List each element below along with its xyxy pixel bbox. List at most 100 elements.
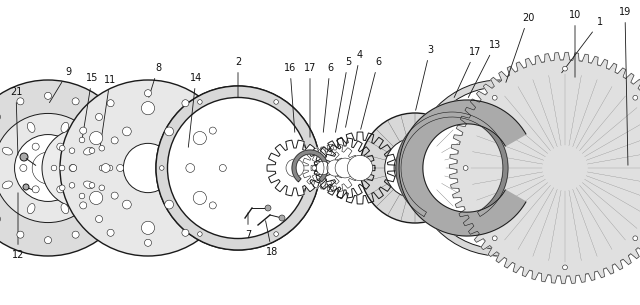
Circle shape	[60, 165, 65, 171]
Circle shape	[32, 143, 39, 150]
Circle shape	[60, 80, 236, 256]
Circle shape	[69, 182, 75, 188]
Circle shape	[70, 164, 77, 171]
Circle shape	[492, 236, 497, 241]
Circle shape	[111, 137, 118, 144]
Circle shape	[99, 165, 105, 171]
Circle shape	[57, 143, 64, 150]
Circle shape	[170, 150, 206, 186]
Circle shape	[209, 202, 216, 209]
Circle shape	[227, 156, 250, 179]
Circle shape	[220, 164, 227, 171]
Circle shape	[202, 132, 274, 204]
Circle shape	[360, 113, 470, 223]
Polygon shape	[292, 150, 328, 182]
Circle shape	[124, 143, 173, 193]
Text: 6: 6	[323, 63, 333, 132]
Text: 9: 9	[49, 67, 71, 102]
Circle shape	[164, 200, 173, 209]
Circle shape	[79, 137, 85, 143]
Circle shape	[20, 164, 27, 171]
Circle shape	[141, 221, 155, 235]
Circle shape	[457, 60, 640, 276]
Circle shape	[80, 202, 87, 209]
Text: 4: 4	[346, 50, 363, 127]
Text: 15: 15	[83, 73, 98, 137]
Circle shape	[107, 100, 114, 107]
Circle shape	[394, 147, 436, 189]
Circle shape	[182, 100, 189, 107]
Circle shape	[419, 87, 581, 249]
Text: 16: 16	[284, 63, 296, 132]
Circle shape	[72, 98, 79, 105]
Circle shape	[15, 135, 81, 201]
Circle shape	[60, 185, 65, 191]
Circle shape	[620, 160, 636, 176]
Circle shape	[95, 216, 102, 223]
Circle shape	[198, 100, 202, 104]
Circle shape	[145, 239, 152, 246]
Polygon shape	[315, 138, 375, 198]
Circle shape	[274, 100, 278, 104]
Circle shape	[215, 145, 261, 191]
Polygon shape	[302, 147, 344, 189]
Text: 10: 10	[569, 10, 581, 77]
Ellipse shape	[61, 204, 68, 214]
Circle shape	[189, 119, 287, 217]
Circle shape	[274, 232, 278, 236]
Circle shape	[20, 153, 28, 161]
Circle shape	[145, 90, 152, 97]
Circle shape	[563, 66, 568, 71]
Circle shape	[209, 127, 216, 134]
Circle shape	[72, 231, 79, 238]
Ellipse shape	[28, 122, 35, 132]
Circle shape	[316, 161, 330, 175]
Circle shape	[625, 165, 631, 171]
Circle shape	[108, 165, 113, 171]
Polygon shape	[396, 112, 508, 217]
Text: 12: 12	[12, 193, 24, 260]
Circle shape	[633, 95, 637, 100]
Circle shape	[265, 205, 271, 211]
Circle shape	[42, 128, 122, 208]
Circle shape	[23, 184, 29, 190]
Circle shape	[101, 163, 110, 172]
Circle shape	[122, 200, 131, 209]
Text: 3: 3	[415, 45, 433, 110]
Circle shape	[32, 186, 39, 193]
Circle shape	[524, 127, 606, 209]
Text: 6: 6	[361, 57, 381, 129]
Circle shape	[186, 163, 195, 172]
Circle shape	[141, 102, 155, 115]
Circle shape	[45, 237, 52, 244]
Circle shape	[90, 191, 103, 205]
Ellipse shape	[28, 204, 35, 214]
Circle shape	[166, 96, 310, 240]
Circle shape	[412, 80, 588, 256]
Circle shape	[463, 166, 468, 170]
Circle shape	[17, 98, 24, 105]
Circle shape	[17, 231, 24, 238]
Circle shape	[0, 113, 102, 223]
Circle shape	[168, 98, 308, 239]
Circle shape	[68, 154, 96, 182]
Text: 13: 13	[468, 40, 501, 98]
Circle shape	[116, 164, 124, 171]
Circle shape	[0, 80, 136, 256]
Text: 11: 11	[100, 75, 116, 145]
Circle shape	[92, 163, 102, 173]
Circle shape	[80, 127, 87, 134]
Circle shape	[156, 86, 320, 250]
Circle shape	[95, 113, 102, 120]
Polygon shape	[267, 140, 323, 196]
Text: 8: 8	[149, 63, 161, 97]
Circle shape	[32, 152, 64, 184]
Text: 17: 17	[454, 47, 481, 98]
Circle shape	[89, 182, 95, 188]
Text: 21: 21	[10, 87, 22, 155]
Circle shape	[543, 146, 587, 190]
Circle shape	[180, 160, 196, 176]
Polygon shape	[324, 132, 396, 204]
Circle shape	[79, 193, 85, 199]
Circle shape	[470, 73, 640, 263]
